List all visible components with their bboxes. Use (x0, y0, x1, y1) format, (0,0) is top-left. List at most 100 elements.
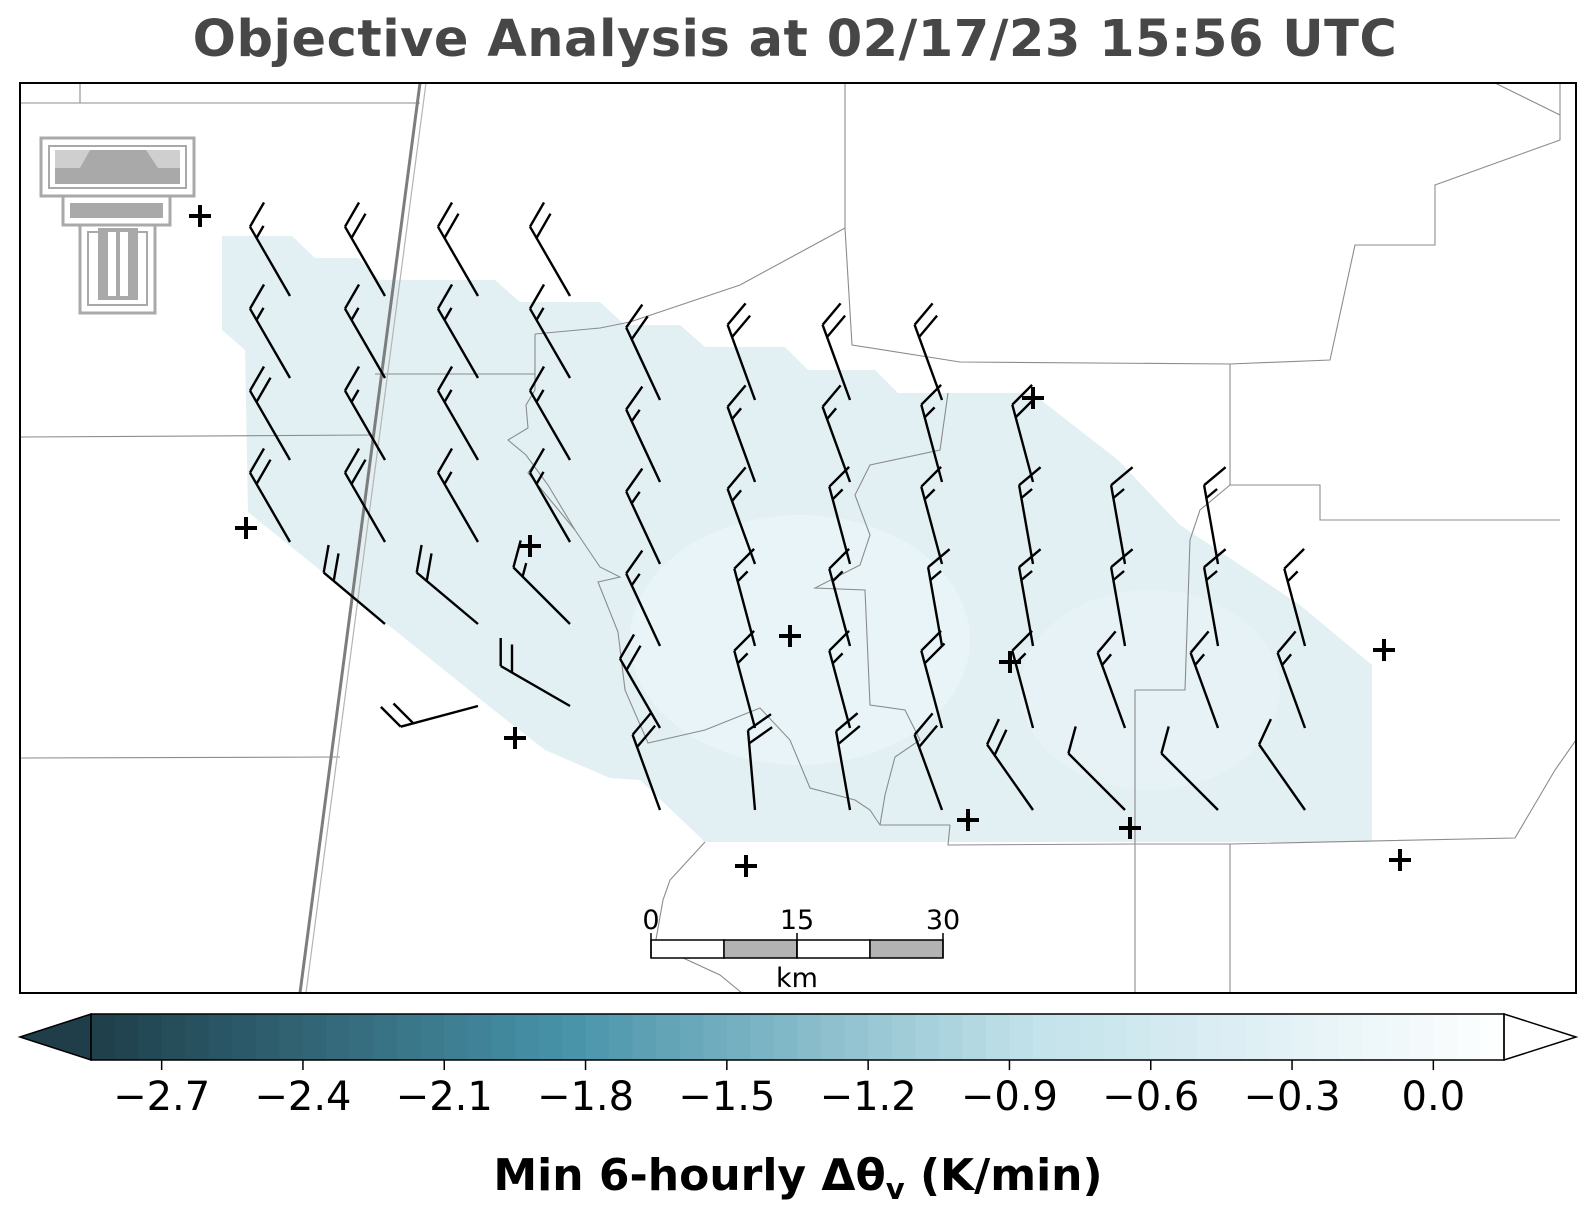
station-marker (1373, 639, 1395, 661)
colorbar-cell (962, 1014, 987, 1060)
wind-barb (1276, 630, 1307, 729)
colorbar-cell (609, 1014, 634, 1060)
wind-barb (499, 638, 571, 708)
colorbar-cell (1127, 1014, 1152, 1060)
colorbar-cell (915, 1014, 940, 1060)
colorbar-tick-label: 0.0 (1402, 1074, 1466, 1120)
colorbar-tick-label: −1.2 (820, 1074, 917, 1120)
scale-label-15: 15 (780, 905, 814, 936)
colorbar-cell (255, 1014, 280, 1060)
colorbar-cell (1409, 1014, 1434, 1060)
wind-barb (920, 466, 944, 565)
wind-barb (1258, 718, 1306, 811)
colorbar-cell (891, 1014, 916, 1060)
map-border (19, 82, 1577, 994)
colorbar-cell (844, 1014, 869, 1060)
colorbar-cell (1056, 1014, 1081, 1060)
colorbar-cell (1362, 1014, 1387, 1060)
wind-barb (828, 630, 852, 729)
wind-barb (913, 712, 944, 811)
texas-tech-double-t-logo (39, 136, 196, 315)
delta-theta-weak-area (630, 515, 970, 765)
colorbar-cell (444, 1014, 469, 1060)
colorbar-cell (373, 1014, 398, 1060)
wind-barb (343, 365, 387, 461)
colorbar-tick-label: −0.3 (1243, 1074, 1340, 1120)
colorbar-cell (302, 1014, 328, 1060)
wind-barb (625, 549, 662, 647)
colorbar-cell (750, 1014, 775, 1060)
colorbar: −2.7 −2.4 −2.1 −1.8 −1.5 −1.2 −0.9 −0.6 −0.3 0.0 … (17, 1012, 1579, 1206)
colorbar-tick-label: −0.6 (1102, 1074, 1199, 1120)
wind-barb (1189, 630, 1220, 729)
wind-barbs (248, 201, 1307, 811)
scale-unit: km (776, 963, 818, 994)
wind-barb (1283, 548, 1307, 647)
wind-barb (436, 201, 480, 297)
station-marker (1119, 817, 1141, 839)
wind-barb (248, 201, 292, 297)
colorbar-cell (397, 1014, 422, 1060)
wind-barb (343, 447, 387, 543)
wind-barb (248, 447, 292, 543)
wind-barb (726, 384, 757, 483)
colorbar-cell (1480, 1014, 1505, 1060)
wind-barb (834, 712, 861, 811)
colorbar-tick-label: −2.7 (113, 1074, 210, 1120)
station-marker (235, 517, 257, 539)
colorbar-cell (91, 1014, 116, 1060)
wind-barb (625, 467, 662, 565)
colorbar-cell (1456, 1014, 1482, 1060)
station-marker (999, 651, 1021, 673)
colorbar-cell (1033, 1014, 1058, 1060)
colorbar-cell (1103, 1014, 1128, 1060)
colorbar-cell (1315, 1014, 1340, 1060)
wind-barb (1109, 548, 1134, 647)
colorbar-cell (1339, 1014, 1364, 1060)
wind-barb (746, 713, 773, 811)
wind-barb (1109, 466, 1134, 565)
wind-barb (1067, 726, 1126, 811)
station-marker (189, 205, 211, 227)
station-marker (957, 809, 979, 831)
colorbar-cell (562, 1014, 587, 1060)
wind-barb (415, 544, 479, 625)
colorbar-cell (1244, 1014, 1270, 1060)
colorbar-cell (1174, 1014, 1199, 1060)
colorbar-cell (703, 1014, 728, 1060)
state-line (298, 83, 427, 993)
wind-barb (248, 365, 292, 461)
colorbar-extend-low (17, 1012, 92, 1062)
station-marker (1022, 387, 1044, 409)
colorbar-extend-high (1503, 1012, 1579, 1062)
wind-barb (436, 365, 480, 461)
colorbar-cell (161, 1014, 186, 1060)
colorbar-cell (114, 1014, 139, 1060)
wind-barb (322, 544, 386, 625)
colorbar-cell (938, 1014, 963, 1060)
station-markers (189, 205, 1411, 877)
colorbar-cell (185, 1014, 210, 1060)
colorbar-cell (232, 1014, 257, 1060)
colorbar-cell (514, 1014, 540, 1060)
colorbar-cell (726, 1014, 751, 1060)
wind-barb (436, 283, 480, 379)
colorbar-cell (1009, 1014, 1034, 1060)
colorbar-cell (420, 1014, 445, 1060)
wind-barb (528, 283, 572, 379)
scale-label-30: 30 (926, 905, 960, 936)
colorbar-cell (326, 1014, 351, 1060)
colorbar-cell (773, 1014, 799, 1060)
county-boundaries (20, 83, 1576, 993)
colorbar-cell (821, 1014, 846, 1060)
wind-barb (733, 630, 757, 729)
wind-barb (618, 633, 662, 729)
colorbar-cell (1150, 1014, 1175, 1060)
colorbar-cell (491, 1014, 516, 1060)
colorbar-tick-label: −1.8 (537, 1074, 634, 1120)
station-marker (504, 727, 526, 749)
colorbar-cell (797, 1014, 822, 1060)
wind-barb (528, 365, 572, 461)
wind-barb (343, 201, 387, 297)
wind-barb (920, 630, 946, 729)
